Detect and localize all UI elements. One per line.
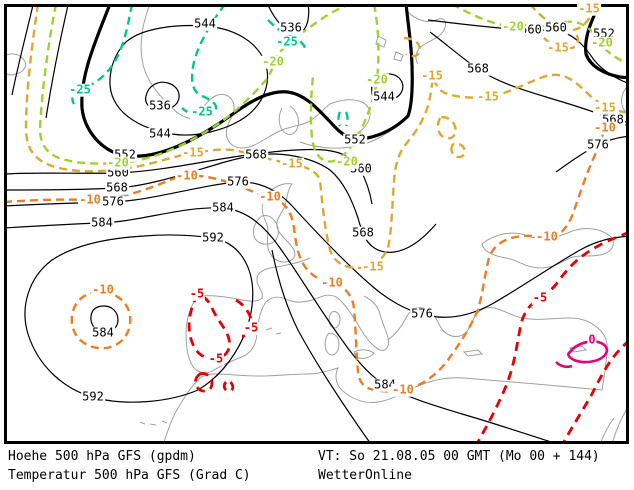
map-footer: Hoehe 500 hPa GFS (gpdm) Temperatur 500 …	[0, 447, 634, 490]
contour-584-small	[90, 305, 119, 333]
coast-ireland	[253, 215, 279, 245]
temp-minus10-lines	[7, 122, 627, 393]
coast-baltic-east	[329, 99, 371, 141]
contour-536-small	[145, 81, 180, 111]
coast-channel-biscay	[197, 257, 311, 302]
contour-560-ne	[427, 19, 627, 84]
coast-north-africa	[163, 367, 603, 442]
coast-canaries	[139, 420, 168, 426]
temp-minus5-lines	[187, 231, 627, 442]
contour-nw-corner-1	[11, 7, 34, 96]
footer-valid-time: VT: So 21.08.05 00 GMT (Mo 00 + 144)	[318, 449, 600, 464]
temp-minus20-lines	[38, 7, 627, 165]
height-contours	[7, 7, 627, 442]
temp-minus15-lines	[24, 7, 627, 270]
contour-536-top	[268, 7, 310, 35]
contour-552-thick	[80, 7, 414, 158]
contour-584-sweep	[7, 207, 553, 442]
contour-592-ring	[24, 234, 254, 403]
coast-scandinavia	[140, 7, 331, 149]
contour-592-east	[271, 249, 371, 442]
footer-height-param: Hoehe 500 hPa GFS (gpdm)	[8, 449, 196, 464]
coast-black-sea	[481, 228, 614, 269]
footer-temp-param: Temperatur 500 hPa GFS (Grad C)	[8, 468, 251, 483]
footer-brand: WetterOnline	[318, 468, 412, 483]
contour-568-ne	[429, 31, 627, 123]
coast-sardinia	[324, 332, 340, 356]
coast-red-sea	[600, 407, 627, 442]
coast-balearics	[265, 327, 282, 335]
temp-minus25-lines	[71, 7, 349, 127]
coast-sicily	[353, 349, 375, 359]
contour-552-thick-ne	[584, 7, 627, 80]
map-border	[4, 4, 629, 444]
contour-map-svg	[4, 4, 629, 444]
temp-zero-lines	[555, 340, 609, 369]
footer-right-column: VT: So 21.08.05 00 GMT (Mo 00 + 144) Wet…	[318, 447, 600, 485]
contour-nw-corner-2	[45, 7, 69, 119]
coast-denmark	[278, 105, 299, 135]
coast-iceland	[7, 53, 27, 76]
coast-iberia	[185, 295, 289, 374]
coast-corsica	[328, 311, 341, 329]
coast-crete	[462, 349, 484, 357]
coast-lake-onega	[393, 51, 404, 62]
map-canvas: 544 536 560 560 552 536 544 544 568 552 552 568 560 5…	[4, 3, 629, 444]
coast-white-sea	[407, 11, 447, 65]
coast-med-north	[287, 294, 389, 351]
footer-left-column: Hoehe 500 hPa GFS (gpdm) Temperatur 500 …	[8, 447, 251, 485]
contour-576-sweep	[7, 181, 627, 318]
coast-lake-ladoga	[375, 35, 387, 48]
temp-contours	[7, 7, 627, 442]
coastlines	[7, 7, 627, 442]
coast-britain	[261, 183, 296, 263]
contour-576-ne	[555, 135, 627, 173]
